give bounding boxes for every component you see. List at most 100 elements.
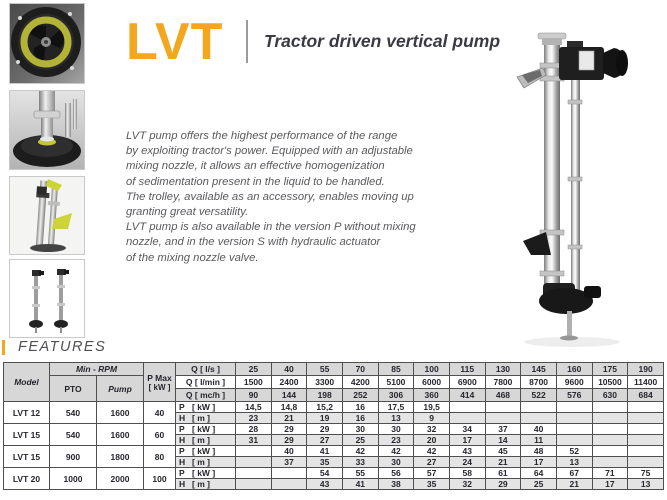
value-cell: 14,5 bbox=[235, 401, 272, 413]
value-cell: 13 bbox=[555, 456, 593, 468]
row-label-p: P [ kW ] bbox=[175, 401, 237, 413]
value-cell: 24 bbox=[448, 456, 486, 468]
value-cell: 85 bbox=[377, 362, 415, 376]
value-cell: 10500 bbox=[591, 375, 629, 389]
table-row-lvt12-p: LVT 12 540 1600 40 P [ kW ] 14,5 14,8 15,2… bbox=[3, 401, 664, 424]
value-cell bbox=[235, 445, 272, 457]
thumbnail-impeller-photo bbox=[9, 3, 85, 84]
value-cell: 25 bbox=[235, 362, 272, 376]
header-divider bbox=[246, 20, 248, 63]
value-cell: 16 bbox=[341, 401, 379, 413]
value-cell: 41 bbox=[306, 445, 343, 457]
value-cell: 45 bbox=[484, 445, 522, 457]
value-cell: 27 bbox=[413, 456, 450, 468]
p-letter: P bbox=[179, 402, 185, 412]
value-cell: 43 bbox=[306, 478, 343, 490]
value-cell: 15,2 bbox=[306, 401, 343, 413]
pto-cell: 540 bbox=[49, 401, 97, 424]
vertical-pump-image bbox=[516, 32, 628, 347]
h-letter: H bbox=[179, 435, 186, 445]
value-cell: 7800 bbox=[484, 375, 522, 389]
row-label-p: P [ kW ] bbox=[175, 423, 237, 435]
value-cell: 23 bbox=[377, 434, 415, 446]
value-cell bbox=[627, 412, 664, 424]
features-heading: FEATURES bbox=[2, 339, 106, 355]
row-label-q-lmin: Q [ l/min ] bbox=[175, 375, 237, 389]
table-row-q-mch: Q [ mc/h ] 90 144 198 252 306 360 414 468 522 576… bbox=[4, 388, 664, 402]
col-header-model: Model bbox=[3, 362, 50, 402]
value-cell: 40 bbox=[520, 423, 557, 435]
value-cell: 58 bbox=[448, 467, 486, 479]
value-cell: 20 bbox=[413, 434, 450, 446]
value-cell bbox=[627, 434, 664, 446]
row-label-h: H [ m ] bbox=[175, 412, 237, 424]
value-cell bbox=[235, 456, 272, 468]
value-cell: 6000 bbox=[413, 375, 450, 389]
value-cell: 198 bbox=[306, 388, 343, 402]
value-cell: 41 bbox=[341, 478, 379, 490]
pump-cell: 2000 bbox=[95, 467, 145, 490]
model-cell: LVT 15 bbox=[3, 423, 50, 446]
value-cell: 630 bbox=[591, 388, 629, 402]
value-cell: 130 bbox=[484, 362, 522, 376]
value-cell: 175 bbox=[591, 362, 629, 376]
value-cell: 55 bbox=[341, 467, 379, 479]
value-cell: 16 bbox=[341, 412, 379, 424]
value-cell: 13 bbox=[377, 412, 415, 424]
value-cell: 54 bbox=[306, 467, 343, 479]
value-cell: 42 bbox=[413, 445, 450, 457]
value-cell: 414 bbox=[448, 388, 486, 402]
value-cell bbox=[270, 478, 308, 490]
value-cell: 115 bbox=[448, 362, 486, 376]
value-cell bbox=[627, 456, 664, 468]
value-cell: 21 bbox=[555, 478, 593, 490]
pump-cell: 1600 bbox=[95, 423, 145, 446]
value-cell: 145 bbox=[520, 362, 557, 376]
value-cell: 27 bbox=[306, 434, 343, 446]
value-cell: 19,5 bbox=[413, 401, 450, 413]
value-cell: 67 bbox=[555, 467, 593, 479]
value-cell: 9 bbox=[413, 412, 450, 424]
main-product-photo bbox=[487, 5, 667, 350]
p-unit: [ kW ] bbox=[192, 424, 216, 434]
value-cell: 468 bbox=[484, 388, 522, 402]
value-cell: 19 bbox=[306, 412, 343, 424]
pmax-cell: 40 bbox=[143, 401, 177, 424]
value-cell: 160 bbox=[555, 362, 593, 376]
accent-bar bbox=[2, 339, 5, 355]
value-cell bbox=[627, 445, 664, 457]
value-cell: 35 bbox=[413, 478, 450, 490]
product-description: LVT pump offers the highest performance … bbox=[126, 130, 416, 264]
value-cell: 43 bbox=[448, 445, 486, 457]
pump-versions-image bbox=[10, 260, 84, 337]
p-letter: P bbox=[179, 424, 185, 434]
value-cell: 17 bbox=[520, 456, 557, 468]
value-cell: 29 bbox=[270, 423, 308, 435]
value-cell: 6900 bbox=[448, 375, 486, 389]
value-cell bbox=[555, 401, 593, 413]
pto-cell: 900 bbox=[49, 445, 97, 468]
value-cell: 29 bbox=[306, 423, 343, 435]
value-cell: 21 bbox=[484, 456, 522, 468]
h-unit: [ m ] bbox=[192, 435, 210, 445]
model-cell: LVT 12 bbox=[3, 401, 50, 424]
value-cell: 17 bbox=[448, 434, 486, 446]
value-cell bbox=[555, 423, 593, 435]
value-cell: 21 bbox=[270, 412, 308, 424]
value-cell: 684 bbox=[627, 388, 664, 402]
value-cell bbox=[627, 401, 664, 413]
value-cell: 8700 bbox=[520, 375, 557, 389]
value-cell: 30 bbox=[341, 423, 379, 435]
value-cell: 38 bbox=[377, 478, 415, 490]
value-cell: 11 bbox=[520, 434, 557, 446]
value-cell: 57 bbox=[413, 467, 450, 479]
table-row-q-ls: Model Min - RPM P Max [ kW ] Q [ l/s ] 2… bbox=[3, 362, 664, 402]
value-cell: 14,8 bbox=[270, 401, 308, 413]
value-cell bbox=[235, 478, 272, 490]
value-cell: 1500 bbox=[235, 375, 272, 389]
p-unit: [ kW ] bbox=[192, 446, 216, 456]
table-row-lvt15b-p: LVT 15 900 1800 80 P [ kW ] 40 41 42 42 42 43… bbox=[3, 445, 664, 468]
value-cell bbox=[270, 467, 308, 479]
value-cell: 75 bbox=[627, 467, 664, 479]
pmax-cell: 100 bbox=[143, 467, 177, 490]
